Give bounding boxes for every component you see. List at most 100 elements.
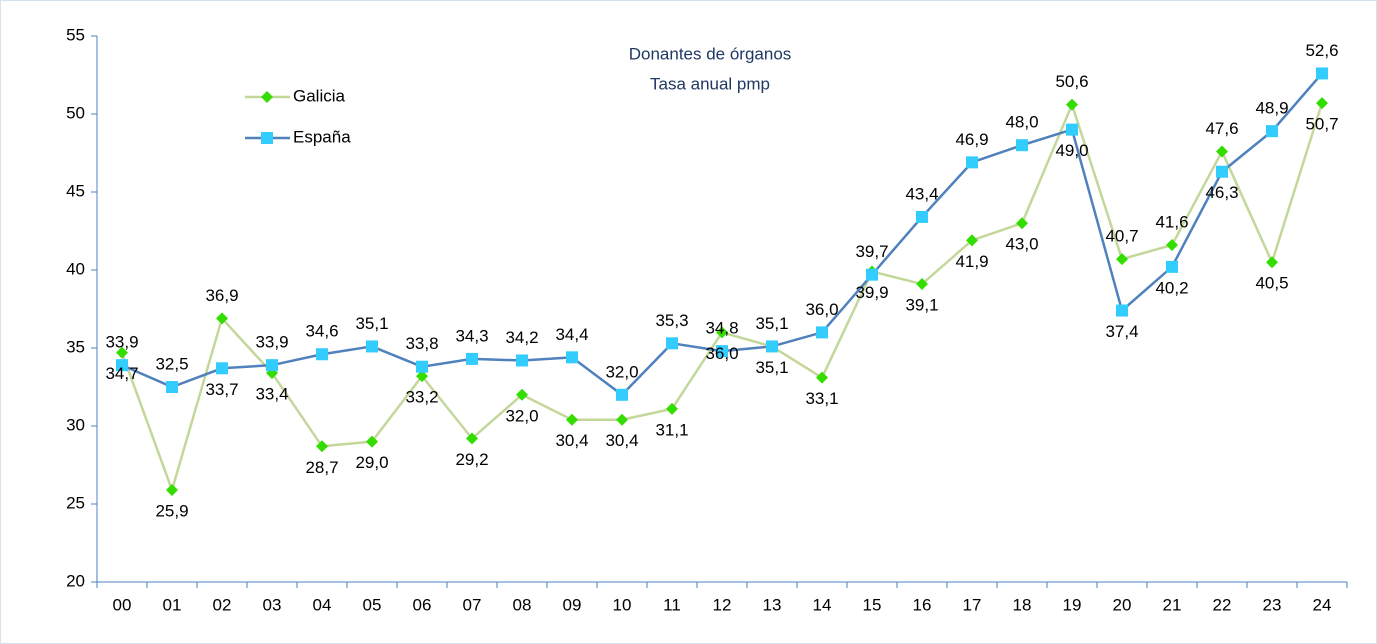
x-tick-label: 09 <box>563 595 582 614</box>
x-tick-label: 10 <box>613 595 632 614</box>
point <box>716 326 728 339</box>
data-label: 36,0 <box>805 300 838 319</box>
point <box>416 370 428 383</box>
x-tick-label: 02 <box>213 595 232 614</box>
point <box>466 432 478 445</box>
data-label: 33,8 <box>405 334 438 353</box>
point <box>1116 253 1128 266</box>
point <box>466 352 478 365</box>
point <box>116 359 128 372</box>
y-tick-label: 40 <box>66 259 85 278</box>
point <box>566 351 578 364</box>
x-tick-label: 22 <box>1213 595 1232 614</box>
x-tick-label: 14 <box>813 595 832 614</box>
data-label: 37,4 <box>1105 322 1138 341</box>
point <box>1016 139 1028 152</box>
point <box>366 435 378 448</box>
point <box>116 346 128 359</box>
point <box>416 360 428 373</box>
point <box>1166 260 1178 273</box>
point <box>766 340 778 353</box>
data-label: 40,7 <box>1105 227 1138 246</box>
x-tick-label: 24 <box>1313 595 1332 614</box>
data-label: 50,6 <box>1055 72 1088 91</box>
data-label: 29,2 <box>455 450 488 469</box>
x-tick-label: 17 <box>963 595 982 614</box>
data-label: 41,6 <box>1155 213 1188 232</box>
point <box>516 354 528 367</box>
data-label: 31,1 <box>655 420 688 439</box>
point <box>1016 217 1028 230</box>
data-label: 33,1 <box>805 389 838 408</box>
data-label: 49,0 <box>1055 141 1088 160</box>
data-label: 35,3 <box>655 311 688 330</box>
data-label: 39,1 <box>905 296 938 315</box>
data-label: 35,1 <box>755 358 788 377</box>
point <box>816 371 828 384</box>
data-label: 34,3 <box>455 326 488 345</box>
point <box>716 345 728 358</box>
x-tick-label: 13 <box>763 595 782 614</box>
data-label: 30,4 <box>605 431 638 450</box>
data-label: 32,0 <box>605 362 638 381</box>
point <box>216 312 228 325</box>
point <box>966 234 978 247</box>
point <box>1116 304 1128 317</box>
data-label: 34,2 <box>505 328 538 347</box>
legend-label: Galicia <box>293 86 346 105</box>
point <box>266 359 278 372</box>
data-label: 46,9 <box>955 130 988 149</box>
data-label: 32,5 <box>155 354 188 373</box>
point <box>1216 165 1228 178</box>
data-label: 30,4 <box>555 431 588 450</box>
x-tick-label: 20 <box>1113 595 1132 614</box>
point <box>366 340 378 353</box>
x-tick-label: 00 <box>113 595 132 614</box>
data-label: 48,9 <box>1255 99 1288 118</box>
x-tick-label: 18 <box>1013 595 1032 614</box>
legend-marker <box>261 132 273 144</box>
x-tick-label: 04 <box>313 595 332 614</box>
data-label: 35,1 <box>755 314 788 333</box>
data-label: 33,7 <box>205 380 238 399</box>
x-tick-label: 05 <box>363 595 382 614</box>
y-tick-label: 30 <box>66 415 85 434</box>
x-tick-label: 11 <box>663 595 681 614</box>
data-label: 50,7 <box>1305 115 1338 134</box>
data-label: 36,0 <box>705 344 738 363</box>
x-tick-label: 12 <box>713 595 732 614</box>
point <box>166 483 178 496</box>
data-label: 25,9 <box>155 501 188 520</box>
data-label: 47,6 <box>1205 119 1238 138</box>
y-tick-label: 55 <box>66 25 85 44</box>
data-label: 29,0 <box>355 453 388 472</box>
point <box>1066 98 1078 111</box>
x-tick-label: 15 <box>863 595 882 614</box>
data-label: 33,2 <box>405 388 438 407</box>
y-tick-label: 20 <box>66 571 85 590</box>
data-label: 46,3 <box>1205 183 1238 202</box>
y-tick-label: 50 <box>66 103 85 122</box>
point <box>1066 123 1078 136</box>
data-label: 33,9 <box>255 333 288 352</box>
data-label: 34,8 <box>705 319 738 338</box>
data-label: 39,9 <box>855 283 888 302</box>
data-label: 34,4 <box>555 325 588 344</box>
x-tick-label: 16 <box>913 595 932 614</box>
point <box>166 381 178 393</box>
point <box>1266 125 1278 138</box>
data-label: 35,1 <box>355 314 388 333</box>
data-label: 33,9 <box>105 333 138 352</box>
data-label: 34,7 <box>105 364 138 383</box>
data-label: 33,4 <box>255 384 288 403</box>
data-label: 32,0 <box>505 406 538 425</box>
point <box>816 326 828 339</box>
point <box>616 388 628 401</box>
point <box>916 210 928 223</box>
data-label: 34,6 <box>305 322 338 341</box>
data-label: 40,5 <box>1255 274 1288 293</box>
point <box>866 268 878 281</box>
